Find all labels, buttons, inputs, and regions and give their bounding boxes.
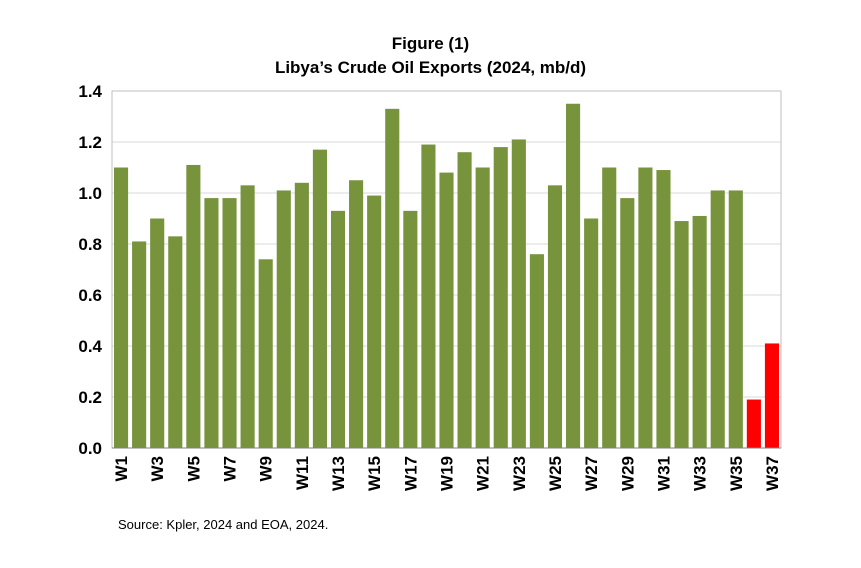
x-tick-label: W1 [112,456,131,482]
bar-w32 [674,221,689,448]
bar-w26 [566,103,581,448]
bar-w17 [403,210,418,448]
bar-w3 [150,218,165,448]
chart-title: Figure (1) [391,34,470,53]
x-tick-label: W19 [438,456,457,491]
bar-w11 [294,182,309,449]
bar-w31 [656,170,671,449]
bar-w7 [222,198,237,448]
bar-w8 [240,185,255,448]
y-tick-label: 1.4 [78,82,102,101]
x-tick-label: W21 [474,456,493,491]
source-note: Source: Kpler, 2024 and EOA, 2024. [118,517,329,532]
x-tick-label: W23 [510,456,529,491]
bar-w20 [457,152,472,448]
bar-w24 [529,254,544,448]
bar-w35 [728,190,743,448]
bar-w33 [692,215,707,448]
bar-w9 [258,259,273,448]
bar-w10 [276,190,291,448]
bar-w15 [367,195,382,448]
bar-w19 [439,172,454,448]
x-tick-label: W9 [257,456,276,482]
bar-w18 [421,144,436,449]
y-tick-label: 0.8 [78,235,102,254]
y-tick-label: 1.2 [78,133,102,152]
bar-w37 [764,343,780,448]
bar-w16 [385,108,400,448]
x-tick-label: W3 [148,456,167,482]
bar-w5 [186,164,201,448]
bar-w36 [746,399,761,448]
bar-w28 [602,167,617,448]
x-tick-label: W37 [763,456,782,491]
y-tick-label: 0.2 [78,388,102,407]
x-tick-label: W13 [329,456,348,491]
x-tick-label: W35 [727,456,746,491]
bar-w23 [511,139,526,448]
bar-w27 [584,218,599,448]
bar-w6 [204,198,219,448]
bar-w2 [132,241,147,448]
x-tick-label: W29 [618,456,637,491]
y-tick-label: 0.6 [78,286,102,305]
x-tick-label: W17 [401,456,420,491]
bar-w30 [638,167,653,448]
y-tick-label: 0.4 [78,337,102,356]
bar-w12 [312,149,327,448]
bar-w25 [547,185,563,448]
chart-subtitle: Libya’s Crude Oil Exports (2024, mb/d) [274,58,587,77]
bar-w13 [330,210,346,448]
y-tick-label: 0.0 [78,439,102,458]
bar-w21 [475,167,490,448]
x-tick-label: W27 [582,456,601,491]
bar-w4 [168,236,183,448]
bar-w29 [620,198,635,448]
x-tick-label: W5 [184,456,203,482]
x-tick-label: W7 [221,456,240,482]
bar-w1 [113,167,129,448]
bar-w34 [710,190,725,448]
bar-w14 [349,180,364,448]
x-tick-label: W11 [293,456,312,490]
bar-w22 [493,147,508,448]
x-tick-label: W25 [546,456,565,491]
x-tick-label: W33 [691,456,710,491]
y-tick-label: 1.0 [78,184,102,203]
x-tick-label: W31 [654,456,673,491]
x-tick-label: W15 [365,456,384,491]
